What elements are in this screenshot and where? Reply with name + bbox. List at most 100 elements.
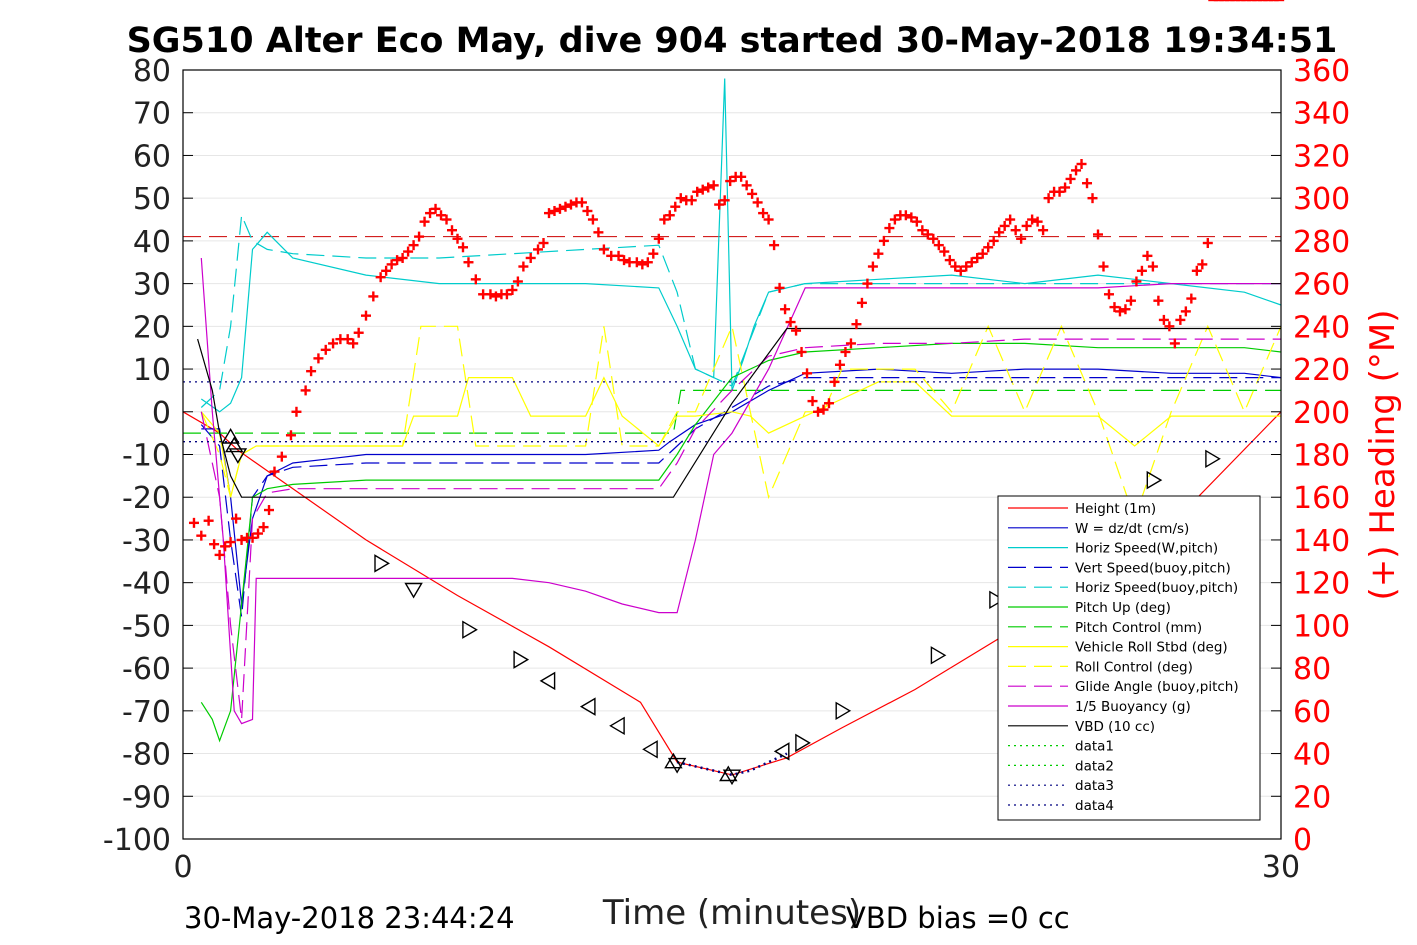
heading-point	[436, 210, 447, 221]
heading-point	[1087, 193, 1098, 204]
y2-tick-label: 200	[1293, 396, 1350, 431]
heading-point	[823, 398, 834, 409]
heading-point	[873, 248, 884, 259]
heading-point	[697, 184, 708, 195]
triangle-marker	[835, 701, 852, 721]
y2-tick-label: 360	[1293, 54, 1350, 89]
heading-point	[1164, 321, 1175, 332]
heading-point	[708, 180, 719, 191]
heading-point	[983, 242, 994, 253]
heading-point	[1120, 304, 1131, 315]
heading-point	[1098, 261, 1109, 272]
heading-point	[1082, 178, 1093, 189]
heading-point	[675, 193, 686, 204]
heading-point	[313, 353, 324, 364]
heading-point	[247, 532, 258, 543]
series-14-line	[676, 752, 788, 777]
heading-point	[944, 255, 955, 266]
heading-point	[878, 235, 889, 246]
left-axis-ticks: 80 70 60 50 40 30 20 10 0 -10 -20 -30 -40 -50 -60 -70 -8…	[103, 54, 193, 858]
heading-point	[560, 201, 571, 212]
heading-point	[813, 406, 824, 417]
heading-point	[1175, 314, 1186, 325]
legend-label-13: data2	[1075, 758, 1114, 774]
heading-point	[1125, 295, 1136, 306]
heading-point	[408, 240, 419, 251]
heading-point	[884, 223, 895, 234]
heading-point	[911, 216, 922, 227]
heading-point	[1032, 216, 1043, 227]
series-7-line	[200, 376, 1281, 498]
heading-point	[258, 522, 269, 533]
heading-point	[1021, 220, 1032, 231]
legend-label-2: Horiz Speed(W,pitch)	[1075, 541, 1218, 557]
heading-point	[1010, 225, 1021, 236]
heading-point	[758, 208, 769, 219]
heading-point	[361, 310, 371, 321]
y-tick-label: -80	[122, 738, 171, 773]
heading-point	[818, 404, 829, 415]
heading-point	[1016, 233, 1027, 244]
heading-point	[966, 257, 977, 268]
triangle-marker	[374, 554, 390, 573]
heading-point	[747, 188, 758, 199]
heading-point	[1071, 165, 1082, 176]
heading-point	[518, 261, 529, 272]
heading-point	[867, 261, 878, 272]
y2-tick-label: 0	[1293, 823, 1312, 858]
heading-point	[342, 334, 353, 345]
heading-point	[320, 344, 331, 355]
heading-point	[544, 208, 554, 219]
heading-point	[538, 238, 549, 249]
heading-point	[392, 255, 403, 266]
legend-label-5: Pitch Up (deg)	[1075, 600, 1171, 616]
heading-point	[565, 199, 576, 210]
legend-label-12: data1	[1075, 739, 1114, 755]
heading-point	[236, 534, 247, 545]
heading-point	[834, 359, 845, 370]
legend-box	[997, 495, 1261, 821]
x-tick-label: 0	[173, 850, 192, 885]
legend-label-6: Pitch Control (mm)	[1075, 620, 1202, 636]
heading-point	[653, 233, 664, 244]
heading-point	[736, 171, 747, 182]
heading-point	[1054, 186, 1065, 197]
triangle-marker	[664, 752, 683, 769]
y-tick-label: 40	[133, 225, 171, 260]
heading-point	[774, 282, 785, 293]
triangle-marker	[513, 650, 530, 669]
heading-point	[906, 212, 917, 223]
heading-point	[619, 255, 630, 266]
y-tick-label: 50	[133, 182, 171, 217]
heading-point	[791, 325, 802, 336]
heading-point	[889, 214, 900, 225]
legend-label-7: Vehicle Roll Stbd (deg)	[1075, 640, 1228, 656]
heading-point	[955, 265, 966, 276]
heading-point	[1027, 214, 1038, 225]
triangle-marker	[1146, 470, 1163, 490]
legend-label-14: data3	[1075, 778, 1114, 794]
y2-tick-label: 120	[1293, 567, 1350, 602]
y2-tick-label: 220	[1293, 353, 1350, 388]
heading-point	[397, 252, 408, 263]
triangle-marker	[989, 590, 1005, 610]
y2-tick-label: 240	[1293, 310, 1350, 345]
right-axis-ticks: 3603403203002802602402202001801601401201…	[1271, 54, 1350, 858]
heading-point	[452, 233, 463, 244]
y2-tick-label: 180	[1293, 439, 1350, 474]
y2-tick-label: 320	[1293, 139, 1350, 174]
heading-point	[1158, 314, 1169, 325]
heading-point	[1093, 229, 1103, 240]
heading-point	[613, 250, 624, 261]
heading-point	[1005, 214, 1016, 225]
heading-point	[802, 368, 813, 379]
heading-point	[933, 240, 944, 251]
heading-point	[994, 227, 1005, 238]
y2-tick-label: 20	[1293, 780, 1331, 815]
series-2-line	[200, 78, 1282, 413]
heading-point	[1191, 265, 1202, 276]
heading-point	[1065, 173, 1076, 184]
y-tick-label: -90	[122, 780, 171, 815]
heading-point	[785, 317, 796, 328]
heading-point	[922, 229, 933, 240]
